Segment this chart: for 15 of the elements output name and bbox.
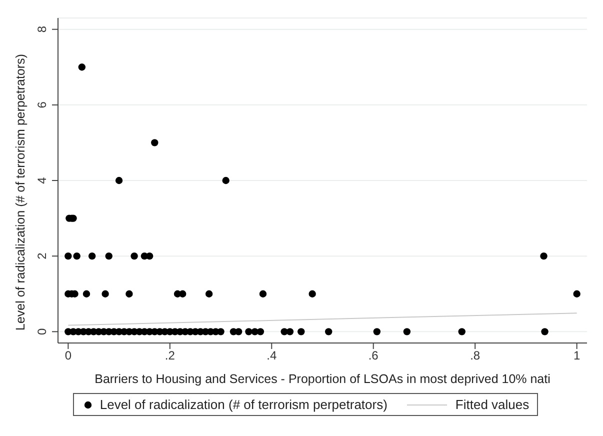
x-tick-label: .2 xyxy=(164,348,176,363)
y-tick-label: 2 xyxy=(35,252,49,260)
y-tick-label: 0 xyxy=(35,328,49,336)
y-tick-label: 6 xyxy=(35,101,49,108)
x-axis-title: Barriers to Housing and Services - Proportion of LSOAs in most deprived 10% nati xyxy=(94,372,550,386)
y-tick-label: 8 xyxy=(35,26,49,33)
x-tick-label: 1 xyxy=(573,348,580,363)
x-tick-label: .8 xyxy=(470,348,480,363)
legend-label: Fitted values xyxy=(454,397,530,412)
x-tick-label: .6 xyxy=(368,348,379,363)
x-tick-label: 0 xyxy=(64,348,72,363)
y-axis-title: Level of radicalization (# of terrorism perpetrators) xyxy=(13,54,28,330)
legend-label: Level of radicalization (# of terrorism perpetrators) xyxy=(98,397,388,412)
x-tick-label: .4 xyxy=(266,348,277,363)
y-tick-label: 4 xyxy=(35,176,49,184)
